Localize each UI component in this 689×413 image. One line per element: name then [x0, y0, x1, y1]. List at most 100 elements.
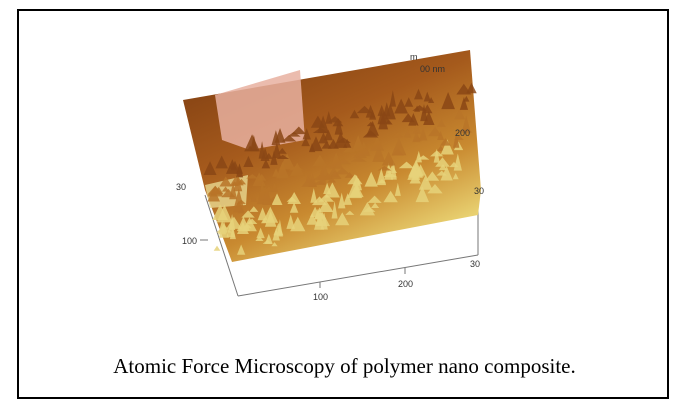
peak — [261, 159, 271, 169]
peak — [334, 118, 344, 135]
peak — [404, 129, 412, 138]
peak — [256, 227, 265, 239]
peak — [261, 217, 268, 224]
peak — [439, 138, 451, 146]
tick-label: 100 — [182, 236, 197, 246]
tick-label: 30 — [474, 186, 484, 196]
peak — [216, 204, 233, 223]
peak — [384, 119, 393, 125]
peak — [418, 127, 428, 141]
peak — [264, 152, 273, 159]
peak — [236, 216, 250, 232]
peak — [305, 169, 313, 183]
peak — [412, 130, 421, 143]
peak — [241, 210, 255, 218]
peak — [466, 82, 477, 94]
peak — [436, 145, 445, 151]
peak — [329, 152, 343, 169]
peak — [226, 159, 239, 174]
peak — [334, 131, 348, 148]
peak — [378, 111, 389, 130]
peak — [310, 188, 318, 203]
peak — [415, 186, 430, 203]
figure-frame — [17, 9, 669, 399]
peak — [323, 182, 332, 195]
peak — [404, 97, 414, 107]
peak — [440, 139, 454, 155]
unit-label: 00 nm — [420, 64, 445, 74]
peak — [306, 212, 318, 225]
peak — [323, 129, 333, 141]
peak — [412, 124, 422, 134]
peak — [440, 166, 453, 181]
peak — [394, 182, 401, 196]
peak — [259, 179, 266, 198]
peak — [287, 191, 301, 205]
peak — [417, 155, 430, 160]
peak — [233, 176, 243, 192]
peak — [264, 211, 277, 227]
peak — [334, 167, 351, 175]
peak — [215, 155, 228, 169]
peak — [276, 219, 283, 237]
peak — [344, 172, 355, 178]
peak — [377, 165, 392, 171]
unit-label: m — [410, 52, 418, 62]
peak — [370, 136, 385, 151]
peak — [207, 185, 224, 195]
peak — [382, 172, 398, 178]
peak — [262, 187, 273, 206]
peak — [372, 145, 386, 162]
peak — [257, 207, 268, 221]
peaks — [203, 82, 477, 255]
peak — [277, 147, 287, 154]
peak — [435, 157, 450, 167]
peak — [398, 161, 415, 169]
peak — [366, 120, 379, 136]
peak — [291, 126, 307, 135]
peak — [331, 200, 338, 219]
peak — [349, 109, 360, 119]
peak — [255, 236, 264, 242]
peak — [381, 151, 396, 166]
peak — [401, 113, 415, 123]
peak — [356, 105, 373, 114]
peak — [221, 188, 236, 198]
peak — [235, 163, 244, 178]
peak — [408, 112, 419, 126]
peak — [427, 183, 443, 194]
peak — [437, 119, 446, 127]
peak — [436, 170, 448, 176]
peak — [236, 244, 246, 255]
peak — [213, 245, 221, 251]
peak — [243, 155, 254, 168]
peak — [274, 128, 286, 143]
peak — [246, 174, 259, 179]
peak — [428, 97, 435, 104]
peak — [257, 173, 267, 181]
peak — [327, 176, 337, 183]
peak — [389, 90, 397, 107]
peak — [350, 156, 367, 162]
peak — [276, 161, 289, 179]
peak — [352, 134, 365, 152]
tick-label: 30 — [176, 182, 186, 192]
peak — [364, 171, 378, 187]
peak — [365, 104, 376, 118]
peak — [327, 116, 343, 123]
peak — [441, 92, 455, 110]
peak — [383, 190, 398, 203]
peak — [264, 233, 273, 244]
peak — [310, 115, 325, 128]
peak — [258, 141, 266, 159]
peak — [302, 128, 311, 140]
peak — [301, 177, 316, 187]
peak — [226, 216, 242, 229]
peak — [229, 225, 236, 240]
peak — [250, 193, 257, 203]
peak — [312, 154, 328, 167]
peak — [237, 207, 245, 214]
peak — [234, 188, 244, 206]
